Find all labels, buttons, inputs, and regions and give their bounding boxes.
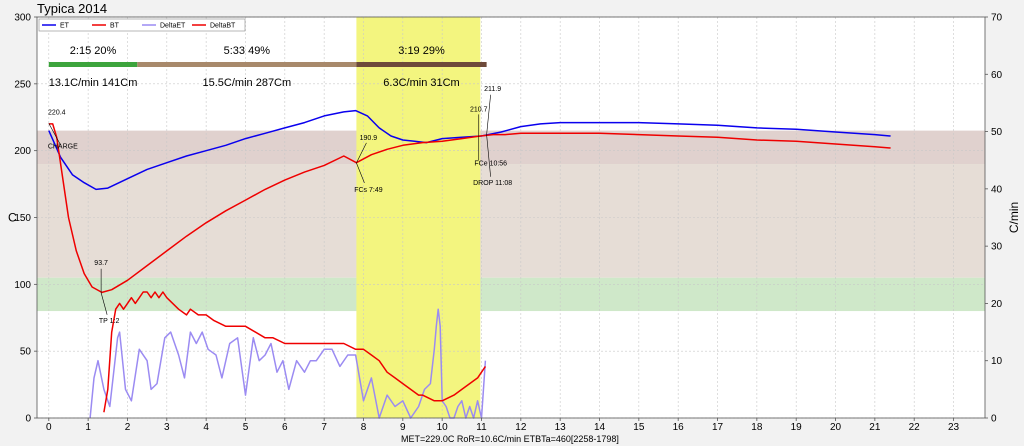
x-tick-label: 18 bbox=[751, 422, 763, 433]
status-footer: MET=229.0C RoR=10.6C/min ETBTa=460[2258-… bbox=[401, 434, 619, 444]
x-tick-label: 12 bbox=[515, 422, 527, 433]
series-deltaet-line bbox=[89, 308, 487, 419]
x-tick-label: 19 bbox=[791, 422, 803, 433]
phase-ror-label: 15.5C/min 287Cm bbox=[203, 77, 292, 89]
y2-tick-label: 20 bbox=[991, 299, 1003, 310]
phase-bars: 2:15 20% 13.1C/min 141Cm 5:33 49% 15.5C/min… bbox=[49, 45, 487, 89]
x-tick-label: 15 bbox=[633, 422, 645, 433]
turning-point-temp-label: 93.7 bbox=[94, 260, 108, 267]
grid bbox=[37, 16, 985, 419]
y2-tick-label: 10 bbox=[991, 356, 1003, 367]
x-tick-label: 2 bbox=[125, 422, 131, 433]
y2-tick-label: 70 bbox=[991, 13, 1003, 24]
first-crack-end-event-label: FCe 10:56 bbox=[474, 160, 507, 167]
first-crack-start-temp-label: 190.9 bbox=[360, 135, 378, 142]
x-tick-label: 17 bbox=[712, 422, 724, 433]
x-tick-label: 10 bbox=[437, 422, 449, 433]
x-tick-label: 0 bbox=[46, 422, 52, 433]
y-tick-label: 50 bbox=[20, 347, 32, 358]
drop-temp-label: 211.9 bbox=[484, 86, 501, 93]
series-lines bbox=[48, 109, 891, 419]
charge-leader-line bbox=[48, 123, 62, 146]
temperature-band bbox=[37, 164, 985, 278]
legend-label: DeltaBT bbox=[210, 23, 236, 30]
legend-label: ET bbox=[60, 23, 70, 30]
phase-bar bbox=[356, 62, 487, 67]
drop-event-label: DROP 11:08 bbox=[473, 180, 512, 187]
x-tick-label: 8 bbox=[361, 422, 367, 433]
phase-bar bbox=[137, 62, 357, 67]
x-tick-label: 16 bbox=[673, 422, 685, 433]
x-tick-label: 20 bbox=[830, 422, 842, 433]
x-tick-label: 6 bbox=[282, 422, 288, 433]
phase-duration-label: 3:19 29% bbox=[398, 45, 445, 57]
legend: ET BT DeltaET DeltaBT bbox=[38, 18, 246, 32]
y2-tick-label: 30 bbox=[991, 242, 1003, 253]
y-tick-label: 300 bbox=[14, 13, 31, 24]
y-tick-label: 150 bbox=[14, 213, 31, 224]
charge-event-label: CHARGE bbox=[48, 143, 78, 150]
x-tick-label: 5 bbox=[243, 422, 249, 433]
legend-label: BT bbox=[110, 23, 120, 30]
x-tick-label: 14 bbox=[594, 422, 606, 433]
turning-point-leader-line-lower bbox=[100, 292, 108, 315]
y-tick-label: 200 bbox=[14, 146, 31, 157]
y-tick-label: 100 bbox=[14, 280, 31, 291]
y2-tick-label: 0 bbox=[991, 414, 997, 425]
drop-leader-line-lower bbox=[486, 134, 491, 177]
series-bt-line bbox=[48, 123, 891, 294]
y2-axis-label: C/min bbox=[1007, 202, 1021, 233]
phase-duration-label: 5:33 49% bbox=[224, 45, 271, 57]
axes: 0 1 2 3 4 5 6 7 8 9 10 11 12 13 14 15 16 17 18 19 20 21 22 2305… bbox=[14, 13, 1002, 434]
x-tick-label: 7 bbox=[321, 422, 327, 433]
phase-ror-label: 6.3C/min 31Cm bbox=[383, 77, 459, 89]
y2-tick-label: 40 bbox=[991, 184, 1003, 195]
first-crack-start-leader-line bbox=[356, 142, 367, 163]
legend-label: DeltaET bbox=[160, 23, 186, 30]
first-crack-start-leader-line-lower bbox=[356, 162, 365, 183]
temperature-bands bbox=[37, 130, 985, 312]
x-tick-label: 22 bbox=[909, 422, 921, 433]
temperature-band bbox=[37, 277, 985, 312]
first-crack-end-temp-label: 210.7 bbox=[470, 106, 488, 113]
temperature-band bbox=[37, 130, 985, 165]
drop-leader-line bbox=[486, 94, 491, 135]
y2-tick-label: 60 bbox=[991, 70, 1003, 81]
phase-ror-label: 13.1C/min 141Cm bbox=[49, 77, 138, 89]
turning-point-event-label: TP 1:2 bbox=[99, 318, 120, 325]
y-axis-label: C bbox=[8, 211, 17, 225]
y-tick-label: 0 bbox=[25, 414, 31, 425]
x-tick-label: 9 bbox=[400, 422, 406, 433]
charge-temp-label: 220.4 bbox=[48, 109, 66, 116]
x-tick-label: 13 bbox=[555, 422, 567, 433]
x-tick-label: 1 bbox=[85, 422, 91, 433]
y-tick-label: 250 bbox=[14, 79, 31, 90]
y2-tick-label: 50 bbox=[991, 127, 1003, 138]
series-et-line bbox=[48, 109, 891, 191]
chart-title: Typica 2014 bbox=[37, 1, 107, 16]
x-tick-label: 23 bbox=[948, 422, 960, 433]
x-tick-label: 3 bbox=[164, 422, 170, 433]
x-tick-label: 21 bbox=[869, 422, 881, 433]
x-tick-label: 11 bbox=[476, 422, 487, 433]
phase-bar bbox=[48, 62, 138, 67]
series-deltabt-line bbox=[103, 291, 487, 413]
first-crack-start-event-label: FCs 7:49 bbox=[354, 187, 383, 194]
phase-duration-label: 2:15 20% bbox=[70, 45, 117, 57]
x-tick-label: 4 bbox=[203, 422, 209, 433]
event-annotations: 220.4 CHARGE 93.7 TP 1:2 190.9 FCs 7:49 210.7 F… bbox=[48, 86, 512, 325]
